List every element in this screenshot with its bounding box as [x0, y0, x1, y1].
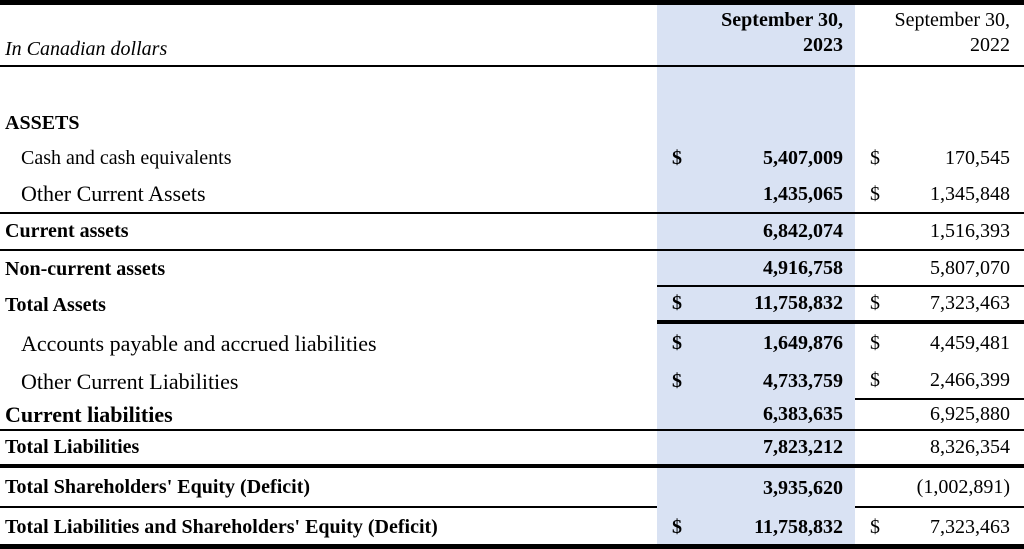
value-cell-2022: $2,466,399: [855, 363, 1024, 400]
amount: 1,345,848: [930, 182, 1010, 205]
row-label: Other Current Assets: [0, 176, 657, 214]
dollar-sign: $: [870, 515, 880, 538]
row-label: Non-current assets: [5, 257, 166, 280]
amount: (1,002,891): [916, 475, 1010, 498]
value-cell-2022: $1,345,848: [855, 176, 1024, 214]
amount: 1,516,393: [930, 220, 1010, 242]
row-label: Accounts payable and accrued liabilities: [21, 330, 377, 356]
column-header-2023: September 30, 2023: [657, 5, 855, 65]
amount: 8,326,354: [930, 436, 1010, 458]
amount: 5,807,070: [930, 256, 1010, 279]
value-cell-2022: $7,323,463: [855, 287, 1024, 324]
value-cell-2022: 8,326,354: [855, 431, 1024, 468]
amount: 2,466,399: [930, 369, 1010, 391]
table-body: ASSETS Cash and cash equivalents $5,407,00…: [0, 67, 1024, 544]
value-cell-2022: 1,516,393: [855, 214, 1024, 251]
value-cell-2023: $5,407,009: [657, 140, 855, 176]
row-label: Current assets: [0, 214, 657, 251]
value-cell-2023: 3,935,620: [657, 468, 855, 508]
amount: 170,545: [945, 146, 1010, 169]
row-label: Other Current Liabilities: [21, 368, 239, 394]
value-cell-2023: $4,733,759: [657, 363, 855, 400]
table-row: Total Shareholders' Equity (Deficit) 3,93…: [0, 468, 1024, 508]
dollar-sign: $: [672, 146, 682, 169]
value-cell-2022: $7,323,463: [855, 508, 1024, 544]
column-header-2022-line1: September 30,: [894, 9, 1010, 31]
amount: 1,435,065: [763, 182, 843, 205]
table-row: Non-current assets 4,916,758 5,807,070: [0, 251, 1024, 287]
dollar-sign: $: [870, 182, 880, 205]
value-cell-2022: 6,925,880: [855, 400, 1024, 431]
value-cell-2023: [657, 67, 855, 106]
table-row: Accounts payable and accrued liabilities…: [0, 324, 1024, 363]
value-cell-2023: $1,649,876: [657, 324, 855, 363]
value-cell-2023: $11,758,832: [657, 508, 855, 544]
table-row: Current liabilities 6,383,635 6,925,880: [0, 400, 1024, 431]
amount: 4,916,758: [763, 256, 843, 279]
table-row: Cash and cash equivalents $5,407,009 $170,…: [0, 140, 1024, 176]
row-label: Current liabilities: [0, 400, 657, 431]
value-cell-2023: 6,842,074: [657, 214, 855, 251]
amount: 4,733,759: [763, 370, 843, 392]
value-cell-2022: [855, 67, 1024, 106]
spacer-row: [0, 67, 1024, 106]
dollar-sign: $: [870, 369, 880, 391]
amount: 6,383,635: [763, 403, 843, 425]
dollar-sign: $: [870, 146, 880, 169]
value-cell-2023: [657, 106, 855, 140]
row-label: Total Shareholders' Equity (Deficit): [0, 468, 657, 508]
dollar-sign: $: [672, 515, 682, 538]
table-row: ASSETS: [0, 106, 1024, 140]
value-cell-2023: 6,383,635: [657, 400, 855, 431]
amount: 3,935,620: [763, 476, 843, 499]
value-cell-2023: 1,435,065: [657, 176, 855, 214]
amount: 7,323,463: [930, 292, 1010, 314]
row-label: Cash and cash equivalents: [21, 146, 232, 169]
amount: 5,407,009: [763, 146, 843, 169]
table-row: Other Current Assets 1,435,065 $1,345,848: [0, 176, 1024, 214]
column-header-2022: September 30, 2022: [855, 5, 1024, 65]
amount: 4,459,481: [930, 332, 1010, 354]
amount: 1,649,876: [763, 332, 843, 354]
value-cell-2022: [855, 106, 1024, 140]
row-label: ASSETS: [5, 111, 80, 134]
column-header-2022-line2: 2022: [970, 34, 1010, 56]
table-row: Other Current Liabilities $4,733,759 $2,46…: [0, 363, 1024, 400]
value-cell-2022: $4,459,481: [855, 324, 1024, 363]
amount: 7,823,212: [763, 436, 843, 458]
amount: 11,758,832: [754, 292, 843, 314]
row-label: Total Liabilities and Shareholders' Equi…: [5, 515, 438, 538]
dollar-sign: $: [672, 332, 682, 354]
value-cell-2023: 4,916,758: [657, 251, 855, 287]
value-cell-2022: (1,002,891): [855, 468, 1024, 508]
dollar-sign: $: [672, 292, 682, 314]
amount: 6,842,074: [763, 220, 843, 242]
table-header-row: In Canadian dollars September 30, 2023 S…: [0, 5, 1024, 67]
table-row: Total Liabilities and Shareholders' Equi…: [0, 508, 1024, 544]
dollar-sign: $: [672, 370, 682, 392]
value-cell-2023: $11,758,832: [657, 287, 855, 324]
value-cell-2022: 5,807,070: [855, 251, 1024, 287]
dollar-sign: $: [870, 292, 880, 314]
value-cell-2023: 7,823,212: [657, 431, 855, 468]
table-row: Total Assets $11,758,832 $7,323,463: [0, 287, 1024, 324]
unit-label: In Canadian dollars: [5, 38, 168, 60]
column-header-2023-line1: September 30,: [721, 9, 843, 31]
amount: 7,323,463: [930, 515, 1010, 538]
amount: 11,758,832: [754, 515, 843, 538]
row-label: [0, 67, 657, 106]
table-row: Current assets 6,842,074 1,516,393: [0, 214, 1024, 251]
column-header-2023-line2: 2023: [803, 34, 843, 56]
row-label: Total Assets: [5, 294, 106, 316]
table-row: Total Liabilities 7,823,212 8,326,354: [0, 431, 1024, 468]
value-cell-2022: $170,545: [855, 140, 1024, 176]
dollar-sign: $: [870, 332, 880, 354]
amount: 6,925,880: [930, 403, 1010, 425]
row-label: Total Liabilities: [0, 431, 657, 468]
